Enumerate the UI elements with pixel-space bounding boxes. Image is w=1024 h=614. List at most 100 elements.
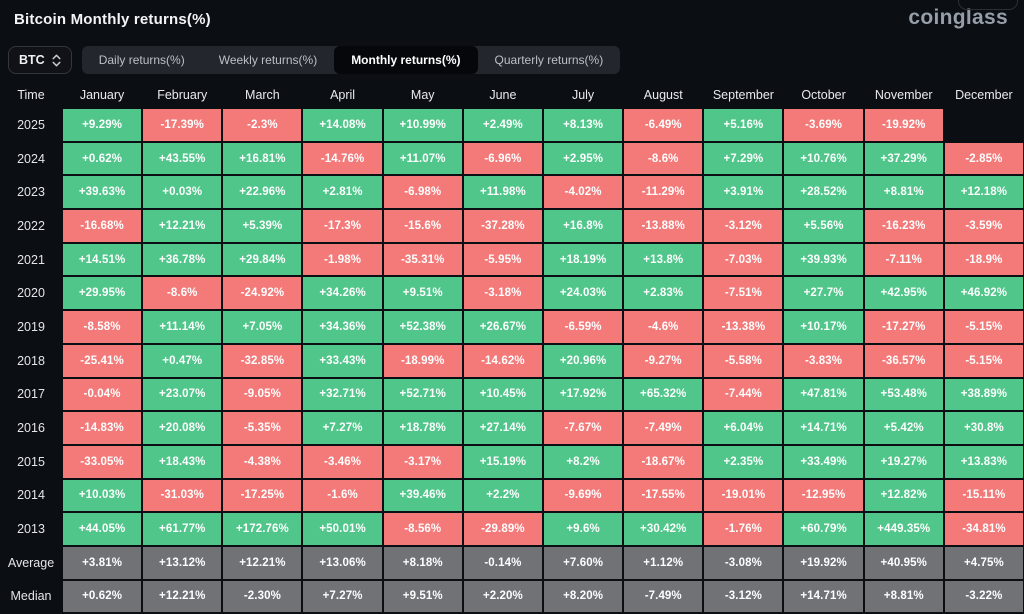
return-cell: +172.76%	[223, 513, 302, 545]
return-cell: +8.20%	[543, 580, 623, 613]
return-cell: -18.99%	[383, 344, 462, 377]
return-cell: +0.62%	[63, 580, 142, 613]
tab-monthly-returns[interactable]: Monthly returns(%)	[334, 46, 478, 74]
month-header: September	[712, 88, 774, 102]
tab-daily-returns[interactable]: Daily returns(%)	[98, 53, 185, 67]
return-cell: -1.76%	[704, 513, 783, 545]
coin-selector-label: BTC	[19, 53, 45, 67]
return-cell: +10.17%	[784, 311, 863, 343]
tab-weekly-returns[interactable]: Weekly returns(%)	[218, 53, 318, 67]
return-cell: -8.6%	[624, 142, 703, 175]
return-cell: +5.16%	[704, 109, 783, 141]
table-header-row: Time January February March April May June July…	[0, 82, 1024, 108]
return-cell: -7.11%	[864, 243, 943, 276]
return-cell: -36.57%	[864, 344, 943, 377]
row-label: 2016	[17, 421, 45, 436]
return-cell: +38.89%	[944, 378, 1023, 411]
return-cell: -5.15%	[944, 344, 1023, 377]
row-label: 2015	[17, 454, 45, 469]
return-cell: -5.58%	[704, 344, 783, 377]
return-cell: +18.19%	[543, 243, 623, 276]
return-cell: +5.56%	[784, 210, 863, 242]
table-row: 2025 +9.29% -17.39% -2.3% +14.08% +10.99% +2.4…	[0, 108, 1024, 142]
return-cell: +30.42%	[624, 513, 703, 545]
return-cell: +2.49%	[463, 109, 542, 141]
return-cell: -11.29%	[624, 176, 703, 209]
return-cell: +13.83%	[944, 445, 1023, 478]
returns-tab-group: Daily returns(%) Weekly returns(%) Month…	[81, 46, 621, 74]
return-cell: -3.59%	[944, 210, 1023, 242]
return-cell: +9.51%	[383, 277, 462, 310]
return-cell: -35.31%	[383, 243, 462, 276]
return-cell: -7.49%	[624, 580, 703, 613]
table-row: 2024 +0.62% +43.55% +16.81% -14.76% +11.07% -6…	[0, 142, 1024, 176]
return-cell: -25.41%	[63, 344, 142, 377]
table-row: 2013 +44.05% +61.77% +172.76% +50.01% -8.56% -…	[0, 512, 1024, 546]
return-cell: +20.96%	[543, 344, 623, 377]
return-cell: +11.07%	[383, 142, 462, 175]
return-cell: -31.03%	[143, 479, 222, 512]
return-cell: -29.89%	[463, 513, 542, 545]
return-cell: +29.84%	[223, 243, 302, 276]
return-cell: -7.67%	[543, 412, 623, 444]
return-cell: +47.81%	[784, 378, 863, 411]
return-cell: +5.39%	[223, 210, 302, 242]
return-cell: +30.8%	[944, 412, 1023, 444]
coin-selector[interactable]: BTC	[8, 46, 72, 74]
return-cell: +5.42%	[864, 412, 943, 444]
return-cell: -17.3%	[303, 210, 382, 242]
return-cell: +9.6%	[543, 513, 623, 545]
return-cell: -2.3%	[223, 109, 302, 141]
return-cell: -6.49%	[624, 109, 703, 141]
return-cell: -3.17%	[383, 445, 462, 478]
return-cell: -6.96%	[463, 142, 542, 175]
table-body: 2025 +9.29% -17.39% -2.3% +14.08% +10.99% +2.4…	[0, 108, 1024, 613]
return-cell: +12.21%	[143, 580, 222, 613]
tab-quarterly-returns[interactable]: Quarterly returns(%)	[494, 53, 604, 67]
return-cell: +0.47%	[143, 344, 222, 377]
return-cell: +42.95%	[864, 277, 943, 310]
return-cell: -1.98%	[303, 243, 382, 276]
return-cell	[944, 108, 1024, 142]
return-cell: +17.92%	[543, 378, 623, 411]
return-cell: +4.75%	[944, 546, 1023, 579]
return-cell: +14.51%	[63, 243, 142, 276]
return-cell: -2.30%	[223, 580, 302, 613]
return-cell: +32.71%	[303, 378, 382, 411]
return-cell: -4.6%	[624, 311, 703, 343]
return-cell: -17.39%	[143, 109, 222, 141]
table-row: 2022 -16.68% +12.21% +5.39% -17.3% -15.6% -37.…	[0, 209, 1024, 243]
return-cell: -9.05%	[223, 378, 302, 411]
return-cell: +34.26%	[303, 277, 382, 310]
return-cell: +9.29%	[63, 109, 142, 141]
return-cell: -5.95%	[463, 243, 542, 276]
return-cell: +7.60%	[543, 546, 623, 579]
return-cell: -6.98%	[383, 176, 462, 209]
return-cell: -8.6%	[143, 277, 222, 310]
return-cell: -17.25%	[223, 479, 302, 512]
return-cell: +3.91%	[704, 176, 783, 209]
return-cell: -0.04%	[63, 378, 142, 411]
return-cell: +0.62%	[63, 142, 142, 175]
return-cell: +10.45%	[463, 378, 542, 411]
page-title: Bitcoin Monthly returns(%)	[14, 11, 211, 28]
return-cell: +33.43%	[303, 344, 382, 377]
month-header: November	[874, 88, 933, 102]
return-cell: +2.83%	[624, 277, 703, 310]
return-cell: -8.58%	[63, 311, 142, 343]
return-cell: +37.29%	[864, 142, 943, 175]
return-cell: -18.9%	[944, 243, 1023, 276]
row-label: 2025	[17, 117, 45, 132]
return-cell: +10.03%	[63, 479, 142, 512]
return-cell: +43.55%	[143, 142, 222, 175]
return-cell: -18.67%	[624, 445, 703, 478]
row-label: 2017	[17, 387, 45, 402]
return-cell: -0.14%	[463, 546, 542, 579]
month-header: December	[955, 88, 1013, 102]
return-cell: +53.48%	[864, 378, 943, 411]
return-cell: +65.32%	[624, 378, 703, 411]
return-cell: -17.55%	[624, 479, 703, 512]
table-row: 2023 +39.63% +0.03% +22.96% +2.81% -6.98% +11.…	[0, 175, 1024, 209]
return-cell: +39.46%	[383, 479, 462, 512]
return-cell: -15.11%	[944, 479, 1023, 512]
